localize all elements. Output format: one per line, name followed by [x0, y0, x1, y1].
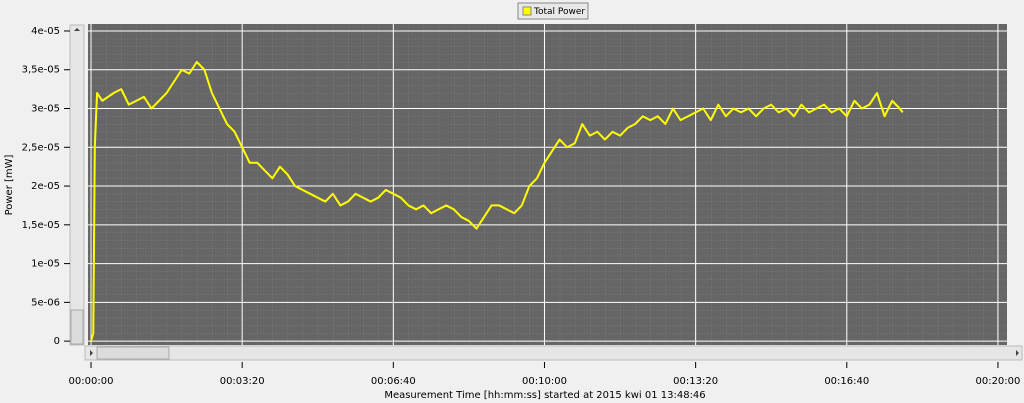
scroll-up[interactable] [74, 28, 80, 31]
y-axis-label: Power [mW] [4, 154, 15, 215]
x-tick-label: 00:10:00 [522, 376, 567, 387]
h-scroll-thumb[interactable] [96, 346, 170, 360]
legend[interactable] [517, 2, 589, 20]
v-scroll-thumb[interactable] [70, 309, 84, 345]
h-scrollbar[interactable] [84, 345, 1023, 361]
y-tick-label: 2,5e-05 [22, 142, 60, 153]
scroll-right[interactable] [1016, 350, 1019, 356]
series-line [90, 60, 904, 342]
y-tick-label: 3,5e-05 [22, 65, 60, 76]
y-tick-label: 1e-05 [31, 259, 60, 270]
x-tick-label: 00:00:00 [69, 376, 114, 387]
lines [90, 60, 904, 342]
y-tick-label: 4e-05 [31, 26, 60, 37]
y-tick-label: 1,5e-05 [22, 220, 60, 231]
x-tick-label: 00:16:40 [824, 376, 869, 387]
legend-swatch [522, 6, 532, 16]
y-tick-label: 0 [54, 336, 60, 347]
x-tick-label: 00:03:20 [220, 376, 265, 387]
v-scrollbar[interactable] [69, 24, 85, 346]
x-tick-label: 00:13:20 [673, 376, 718, 387]
x-tick-label: 00:06:40 [371, 376, 416, 387]
x-axis-label: Measurement Time [hh:mm:ss] started at 2… [384, 390, 705, 401]
scroll-left[interactable] [90, 350, 93, 356]
x-tick-label: 00:20:00 [975, 376, 1020, 387]
y-tick-label: 2e-05 [31, 181, 60, 192]
y-tick-label: 3e-05 [31, 104, 60, 115]
legend-label: Total Power [533, 7, 585, 17]
y-tick-label: 5e-06 [31, 297, 60, 308]
minor-grid [88, 24, 1007, 345]
